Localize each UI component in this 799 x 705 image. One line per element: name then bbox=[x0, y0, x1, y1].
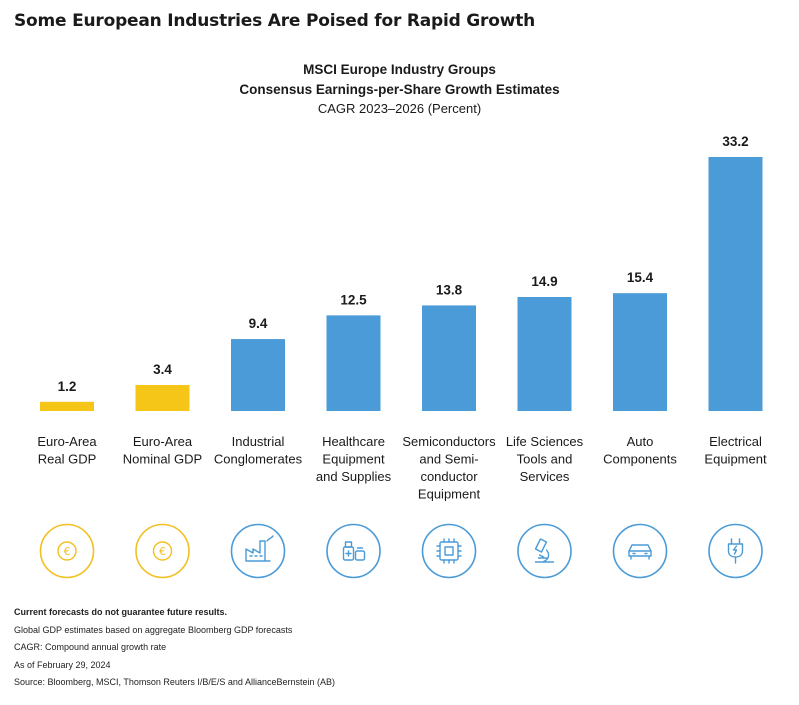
value-label-1: 3.4 bbox=[153, 362, 172, 377]
page-headline: Some European Industries Are Poised for … bbox=[14, 11, 536, 31]
value-label-4: 13.8 bbox=[436, 282, 463, 297]
icon-ring-5 bbox=[517, 523, 572, 579]
icon-ring-4 bbox=[421, 523, 477, 579]
chart-units: CAGR 2023–2026 (Percent) bbox=[317, 101, 482, 116]
bar-4 bbox=[422, 305, 476, 411]
svg-text:€: € bbox=[64, 545, 71, 558]
icon-ring-2 bbox=[230, 523, 286, 579]
icon-ring-7 bbox=[708, 523, 763, 579]
bar-chart: 1.2 Euro-Area Real GDP €3.4 Euro-Area Nominal… bbox=[37, 134, 767, 579]
category-label-3: Healthcare Equipment and Supplies bbox=[316, 434, 392, 484]
category-label-1: Euro-Area Nominal GDP bbox=[123, 434, 202, 467]
chip-icon bbox=[436, 538, 462, 564]
category-label-5: Life Sciences Tools and Services bbox=[506, 434, 584, 484]
value-label-2: 9.4 bbox=[249, 316, 268, 331]
value-label-3: 12.5 bbox=[340, 292, 367, 307]
icon-ring-6 bbox=[612, 523, 668, 579]
bar-6 bbox=[613, 293, 667, 411]
plug-icon bbox=[727, 538, 744, 564]
icon-ring-1 bbox=[135, 523, 190, 579]
source-note: Source: Bloomberg, MSCI, Thomson Reuters… bbox=[14, 677, 335, 687]
value-label-7: 33.2 bbox=[722, 134, 748, 149]
footnotes: Current forecasts do not guarantee futur… bbox=[14, 604, 335, 692]
category-label-4: Semiconductors and Semi-conductor Equipmen… bbox=[402, 434, 496, 502]
date-note: As of February 29, 2024 bbox=[14, 659, 111, 670]
disclaimer-note: Current forecasts do not guarantee futur… bbox=[14, 607, 228, 617]
category-label-2: Industrial Conglomerates bbox=[214, 434, 303, 467]
value-label-5: 14.9 bbox=[531, 274, 557, 289]
svg-text:€: € bbox=[159, 545, 166, 558]
microscope-icon bbox=[534, 538, 555, 563]
car-icon bbox=[628, 544, 652, 560]
bar-3 bbox=[326, 315, 381, 411]
value-label-0: 1.2 bbox=[58, 379, 77, 394]
bar-1 bbox=[135, 384, 190, 411]
value-label-6: 15.4 bbox=[627, 270, 654, 285]
chart-subtitle: Consensus Earnings-per-Share Growth Esti… bbox=[239, 82, 560, 97]
category-label-6: Auto Components bbox=[603, 434, 677, 467]
euro-icon: € bbox=[57, 541, 77, 561]
factory-icon bbox=[245, 535, 274, 562]
chart-title: MSCI Europe Industry Groups bbox=[303, 62, 496, 77]
euro-icon: € bbox=[152, 541, 173, 561]
category-label-0: Euro-Area Real GDP bbox=[37, 434, 97, 467]
medical-supplies-icon bbox=[342, 541, 366, 561]
icon-ring-3 bbox=[326, 523, 381, 579]
category-label-7: Electrical Equipment bbox=[704, 434, 767, 467]
icon-ring-0 bbox=[39, 523, 95, 579]
bar-2 bbox=[231, 339, 285, 411]
bar-0 bbox=[40, 401, 94, 411]
bar-7 bbox=[708, 157, 763, 411]
bar-5 bbox=[517, 297, 572, 411]
gdp-note: Global GDP estimates based on aggregate … bbox=[14, 624, 293, 635]
cagr-note: CAGR: Compound annual growth rate bbox=[14, 642, 167, 652]
